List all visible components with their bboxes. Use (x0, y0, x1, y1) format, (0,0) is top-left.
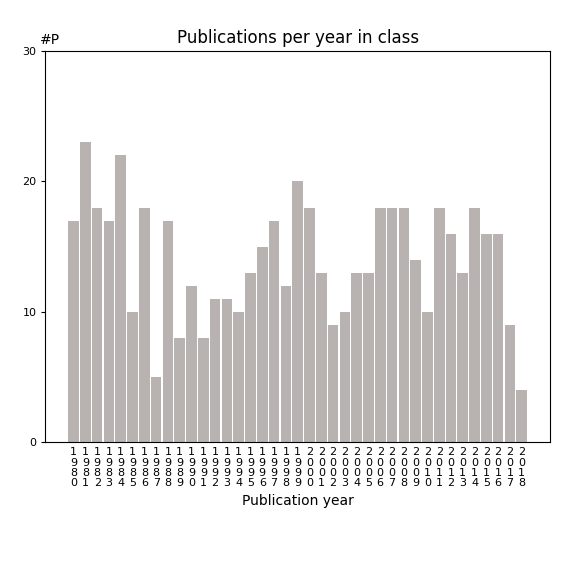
Bar (493, 234, 503, 442)
Bar (198, 338, 209, 442)
Bar (116, 155, 126, 442)
Bar (469, 208, 480, 442)
Bar (434, 208, 445, 442)
Bar (387, 208, 397, 442)
X-axis label: Publication year: Publication year (242, 494, 354, 508)
Bar (340, 312, 350, 442)
Bar (363, 273, 374, 442)
Bar (186, 286, 197, 442)
Bar (139, 208, 150, 442)
Bar (257, 247, 268, 442)
Bar (222, 299, 232, 442)
Bar (92, 208, 103, 442)
Bar (328, 325, 338, 442)
Bar (210, 299, 221, 442)
Bar (175, 338, 185, 442)
Bar (517, 390, 527, 442)
Bar (352, 273, 362, 442)
Bar (234, 312, 244, 442)
Bar (68, 221, 79, 442)
Bar (245, 273, 256, 442)
Bar (422, 312, 433, 442)
Bar (446, 234, 456, 442)
Bar (399, 208, 409, 442)
Bar (411, 260, 421, 442)
Bar (375, 208, 386, 442)
Bar (304, 208, 315, 442)
Bar (127, 312, 138, 442)
Bar (163, 221, 174, 442)
Bar (505, 325, 515, 442)
Title: Publications per year in class: Publications per year in class (176, 29, 419, 46)
Bar (481, 234, 492, 442)
Bar (269, 221, 280, 442)
Bar (458, 273, 468, 442)
Text: #P: #P (40, 33, 61, 47)
Bar (151, 377, 162, 442)
Bar (104, 221, 115, 442)
Bar (281, 286, 291, 442)
Bar (316, 273, 327, 442)
Bar (80, 142, 91, 442)
Bar (293, 181, 303, 442)
